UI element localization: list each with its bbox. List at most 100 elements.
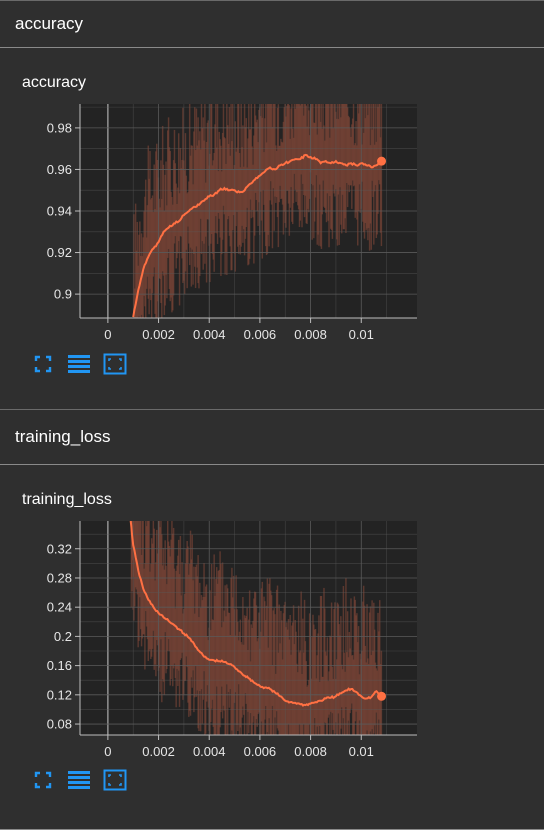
raw-data-bar [333,609,335,735]
raw-data-bar [232,169,235,216]
raw-data-bar [321,676,324,735]
raw-data-bar [262,104,264,191]
raw-data-bar [241,644,243,718]
raw-data-bar [286,105,288,191]
raw-data-bar [159,207,161,280]
raw-data-bar [345,578,347,708]
raw-data-bar [151,543,154,649]
raw-data-bar [371,600,373,730]
raw-data-bar [254,115,257,193]
raw-data-bar [264,601,266,720]
x-tick-label: 0 [104,744,111,759]
raw-data-bar [150,197,153,318]
raw-data-bar [150,563,152,659]
toggle-log-scale-button[interactable] [67,352,91,376]
y-tick-label: 0.32 [47,541,72,556]
raw-data-bar [143,568,145,635]
raw-data-bar [139,255,142,318]
raw-data-bar [133,521,135,621]
raw-data-bar [237,104,239,247]
raw-data-bar [380,104,383,247]
raw-data-bar [156,529,158,640]
fullscreen-button[interactable] [31,352,55,376]
raw-data-bar [221,171,223,255]
raw-data-bar [324,104,327,213]
raw-data-bar [247,649,249,712]
y-tick-label: 0.24 [47,600,72,615]
raw-data-bar [300,591,302,735]
raw-data-bar [153,164,155,268]
raw-data-bar [358,104,361,185]
raw-data-bar [227,144,230,216]
section-header-training-loss[interactable]: training_loss [0,409,544,465]
raw-data-bar [237,621,239,732]
section-header-accuracy[interactable]: accuracy [0,0,544,48]
card-title: training_loss [22,491,112,508]
raw-data-bar [162,547,165,682]
raw-data-bar [280,610,282,735]
raw-data-bar [174,163,177,237]
raw-data-bar [314,629,317,735]
raw-data-bar [200,104,203,255]
raw-data-bar [145,526,148,627]
raw-data-bar [256,119,258,211]
raw-data-bar [251,146,253,210]
raw-data-bar [224,585,226,735]
toggle-log-scale-icon [68,771,90,789]
raw-data-bar [136,221,139,318]
raw-data-bar [330,104,333,231]
chart-toolbar [31,352,127,376]
raw-data-bar [207,640,209,708]
toggle-log-scale-button[interactable] [67,768,91,792]
fullscreen-button[interactable] [31,768,55,792]
raw-data-bar [231,141,233,271]
raw-data-bar [288,105,291,236]
raw-data-bar [255,605,258,720]
raw-data-bar [183,170,186,294]
fit-domain-button[interactable] [103,352,127,376]
raw-data-bar [265,142,268,256]
raw-data-bar [297,605,300,735]
raw-data-bar [181,159,183,259]
grid [80,104,417,318]
raw-data-bar [180,595,182,659]
raw-data-bar [352,104,355,187]
raw-data-bar [342,585,345,719]
raw-data-bar [356,145,358,220]
y-tick-label: 0.12 [47,687,72,702]
raw-data-bar [207,120,209,220]
fullscreen-icon [34,355,52,373]
section-title: accuracy [15,14,84,33]
raw-data-bar [319,121,322,247]
raw-data-bar [350,598,352,709]
raw-data-bar [316,134,318,245]
x-tick-label: 0.008 [294,327,327,342]
raw-data-bar [253,598,255,717]
raw-data-bar [305,661,307,735]
raw-data-bar [213,153,215,272]
raw-data-bar [210,630,212,723]
raw-data-bar [176,203,178,259]
raw-data-bar [169,556,171,686]
chart-card-training-loss: training_loss 0 0.002 0.004 0.006 0.008 0.01 0… [0,465,544,829]
fit-domain-button[interactable] [103,768,127,792]
raw-data-bar [185,548,188,657]
raw-data-bar [367,115,369,241]
raw-data-bar [274,104,276,197]
raw-data-bar [342,104,345,230]
raw-data-bar [144,196,146,307]
raw-data-bar [154,580,156,665]
raw-data-bar [137,521,139,648]
raw-data-bar [264,620,267,706]
raw-data-bar [199,149,202,219]
raw-data-bar [145,521,147,612]
raw-data-bar [364,118,367,223]
raw-data-bar [258,612,260,713]
raw-data-bar [194,150,197,289]
raw-data-bar [172,160,175,296]
raw-data-bar [352,659,355,735]
raw-data-bar [299,650,302,735]
raw-data-bar [324,140,326,208]
raw-data-bar [329,137,331,196]
raw-data-bar [198,617,200,731]
